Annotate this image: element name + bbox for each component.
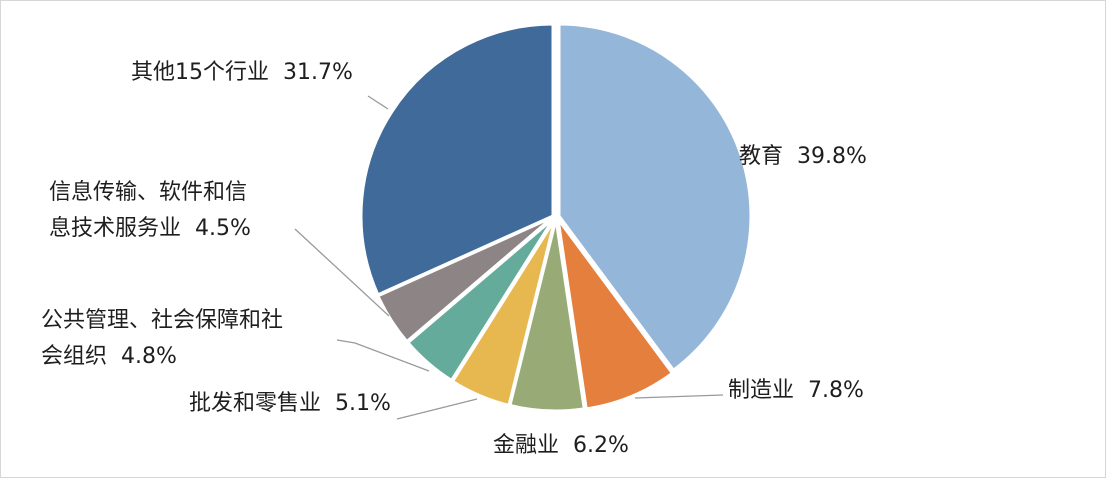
pie-label-2: 制造业 7.8% [728, 378, 864, 403]
pie-label-value: 7.8% [794, 378, 864, 403]
pie-label-1: 教育 39.8% [739, 144, 867, 169]
pie-label-line: 教育 [739, 144, 783, 169]
pie-label-line: 会组织 [41, 344, 107, 369]
leader-line-2 [634, 394, 724, 399]
pie-label-line: 其他15个行业 [131, 60, 269, 85]
pie-slice-7 [359, 22, 555, 297]
pie-slices [359, 22, 753, 413]
pie-label-line: 公共管理、社会保障和社 [41, 308, 283, 333]
pie-label-line: 金融业 [493, 433, 559, 458]
pie-slice-1 [557, 22, 753, 373]
pie-label-4: 批发和零售业 5.1% [189, 391, 391, 416]
pie-labels: 教育 39.8% 制造业 7.8% 金融业 6.2% 批发和零售业 5.1% 公共管理、… [41, 60, 867, 458]
leader-line-4 [396, 398, 478, 420]
leader-line-5 [336, 339, 430, 372]
pie-label-value: 39.8% [783, 144, 867, 169]
pie-label-line: 息技术服务业 [49, 216, 181, 241]
pie-label-line: 制造业 [728, 378, 794, 403]
pie-label-5: 公共管理、社会保障和社会组织 4.8% [41, 308, 283, 369]
leader-line-7 [367, 95, 389, 110]
pie-label-line: 批发和零售业 [189, 391, 321, 416]
pie-label-value: 6.2% [559, 433, 629, 458]
pie-label-value: 31.7% [269, 60, 353, 85]
leader-lines [294, 95, 724, 420]
pie-label-7: 其他15个行业 31.7% [131, 60, 353, 85]
pie-slice-2 [556, 218, 675, 411]
pie-label-line: 信息传输、软件和信 [49, 180, 247, 205]
leader-line-6 [294, 228, 390, 317]
pie-label-3: 金融业 6.2% [493, 433, 629, 458]
pie-label-value: 4.8% [107, 344, 177, 369]
pie-label-value: 4.5% [181, 216, 251, 241]
pie-label-value: 5.1% [321, 391, 391, 416]
pie-label-6: 信息传输、软件和信息技术服务业 4.5% [49, 180, 251, 241]
